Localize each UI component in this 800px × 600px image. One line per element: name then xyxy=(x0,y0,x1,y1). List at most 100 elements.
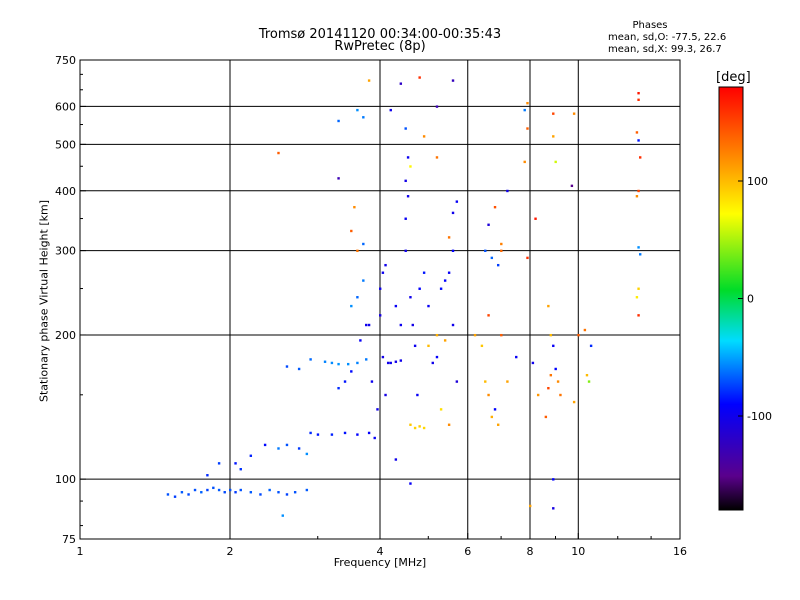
data-point xyxy=(337,177,340,180)
data-point xyxy=(356,361,359,365)
data-point xyxy=(356,108,359,112)
data-point xyxy=(409,482,412,485)
data-point xyxy=(487,393,490,397)
data-point xyxy=(406,156,410,159)
data-point xyxy=(399,359,403,362)
data-point xyxy=(439,408,443,411)
data-point xyxy=(637,139,640,142)
data-point xyxy=(404,127,407,130)
data-point xyxy=(447,271,451,274)
data-point xyxy=(356,433,359,436)
data-point xyxy=(577,333,580,337)
data-point xyxy=(399,323,403,327)
data-point xyxy=(547,386,550,390)
data-point xyxy=(547,304,550,308)
data-point xyxy=(416,393,419,397)
data-point xyxy=(418,287,421,290)
data-point xyxy=(323,360,327,363)
data-point xyxy=(249,491,253,494)
data-point xyxy=(422,271,426,274)
data-point xyxy=(409,296,412,299)
y-tick-label: 100 xyxy=(55,473,76,486)
x-tick-label: 4 xyxy=(377,545,384,558)
data-point xyxy=(173,495,177,498)
data-point xyxy=(229,488,232,492)
data-point xyxy=(373,436,376,440)
data-point xyxy=(526,256,529,260)
data-point xyxy=(370,380,374,383)
data-point xyxy=(297,447,301,450)
data-point xyxy=(552,507,555,510)
data-point xyxy=(427,344,430,348)
data-point xyxy=(443,339,447,342)
data-point xyxy=(356,296,359,299)
data-point xyxy=(506,380,509,383)
data-point xyxy=(529,504,532,508)
data-point xyxy=(531,361,535,365)
data-point xyxy=(427,304,430,308)
data-point xyxy=(556,380,560,383)
data-point xyxy=(381,271,385,274)
data-point xyxy=(187,493,190,496)
data-point xyxy=(346,362,350,366)
data-point xyxy=(500,249,503,253)
data-point xyxy=(413,426,417,430)
data-point xyxy=(635,131,639,134)
data-point xyxy=(422,426,426,430)
colorbar: 100 0 -100 xyxy=(718,86,772,511)
data-point xyxy=(572,112,576,115)
data-point xyxy=(637,314,640,317)
data-point xyxy=(309,431,312,435)
data-point xyxy=(554,367,557,371)
y-tick-label: 200 xyxy=(55,329,76,342)
data-point xyxy=(552,344,555,348)
data-point xyxy=(583,328,587,332)
data-point xyxy=(490,415,494,419)
phases-title: Phases xyxy=(632,20,668,31)
data-point xyxy=(399,82,403,85)
data-point xyxy=(268,488,271,492)
data-point xyxy=(353,205,356,209)
data-point xyxy=(394,304,398,308)
data-point xyxy=(206,474,209,477)
data-point xyxy=(455,380,459,383)
data-point xyxy=(554,160,557,164)
data-point xyxy=(206,488,209,492)
y-tick-label: 600 xyxy=(55,100,76,113)
data-point xyxy=(536,393,540,397)
data-point xyxy=(572,400,576,404)
data-point xyxy=(166,493,170,496)
data-point xyxy=(239,468,242,471)
data-point xyxy=(309,358,312,361)
chart-subtitle: RwPretec (8p) xyxy=(334,39,426,54)
x-axis-label: Frequency [MHz] xyxy=(333,556,427,569)
data-point xyxy=(570,184,574,188)
data-point xyxy=(193,488,197,492)
data-point xyxy=(367,323,371,327)
data-point xyxy=(277,447,280,450)
data-point xyxy=(293,491,297,494)
data-point xyxy=(376,408,379,411)
data-point xyxy=(435,105,439,108)
data-point xyxy=(526,127,529,130)
data-point xyxy=(411,323,414,327)
data-point xyxy=(365,358,368,361)
data-point xyxy=(447,423,451,426)
chart-title: Tromsø 20141120 00:34:00-00:35:43 xyxy=(258,27,502,42)
data-point xyxy=(523,108,526,112)
colorbar-label: [deg] xyxy=(716,70,751,85)
data-point xyxy=(480,344,484,348)
data-point xyxy=(384,263,387,267)
colorbar-tick-label: 100 xyxy=(747,175,768,188)
data-point xyxy=(285,365,289,368)
x-tick-label: 8 xyxy=(527,545,534,558)
data-point xyxy=(394,458,398,461)
data-point xyxy=(337,362,340,366)
data-point xyxy=(413,344,417,348)
data-point xyxy=(350,370,353,373)
data-point xyxy=(635,195,639,198)
data-point xyxy=(526,101,529,105)
data-point xyxy=(234,462,237,465)
grid-lines xyxy=(80,60,680,539)
